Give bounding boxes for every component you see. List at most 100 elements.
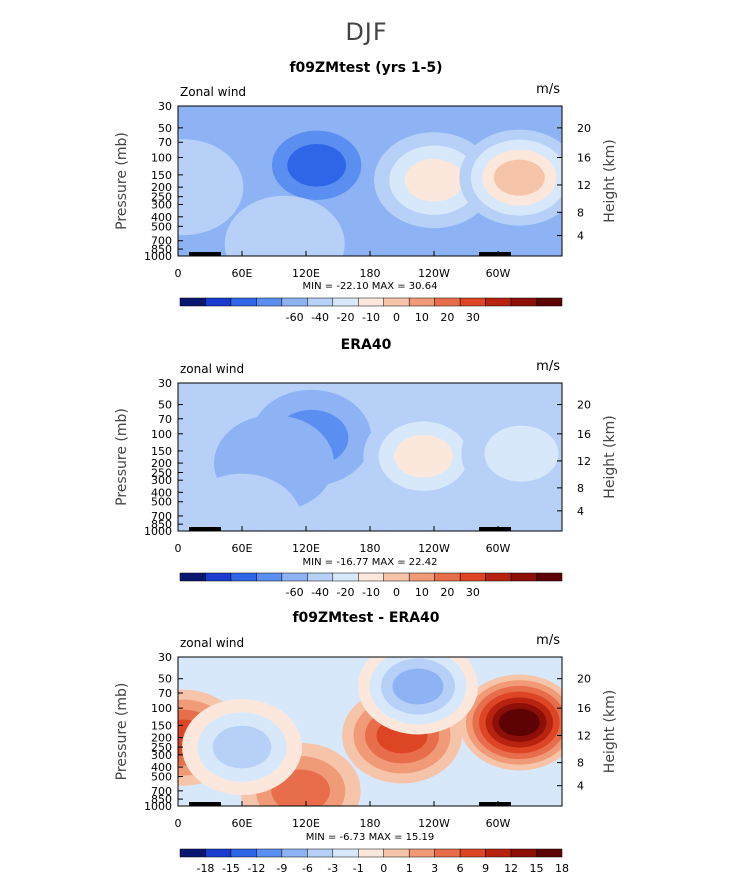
- x-tick-label: 180: [360, 542, 381, 555]
- y2-tick-label: 8: [577, 482, 584, 495]
- colorbar-label: 3: [431, 862, 438, 872]
- x-tick-label: 60W: [486, 267, 511, 280]
- colorbar-label: -3: [327, 862, 338, 872]
- y-tick-label: 150: [151, 169, 172, 182]
- x-tick-label: 0: [175, 817, 182, 830]
- y2-tick-label: 4: [577, 230, 584, 243]
- colorbar-label: -10: [362, 311, 380, 324]
- y-tick-label: 150: [151, 445, 172, 458]
- colorbar-label: -60: [286, 586, 304, 599]
- y-tick-label: 300: [151, 749, 172, 762]
- y-tick-label: 850: [151, 518, 172, 531]
- colorbar-box: [307, 572, 334, 582]
- y-tick-label: 500: [151, 496, 172, 509]
- contour-blob: [404, 158, 464, 202]
- x-tick-label: 60W: [486, 542, 511, 555]
- contour-blob: [224, 195, 345, 256]
- colorbar-box: [281, 297, 308, 307]
- colorbar-label: -18: [196, 862, 214, 872]
- terrain-mark: [189, 527, 221, 531]
- terrain-mark: [479, 527, 511, 531]
- y-tick-label: 700: [151, 510, 172, 523]
- contour-blob: [493, 159, 545, 196]
- y2-tick-label: 20: [577, 399, 591, 412]
- contour-blob: [182, 473, 302, 531]
- y-tick-label: 1000: [144, 525, 172, 538]
- colorbar-box: [510, 848, 537, 858]
- y2-tick-label: 20: [577, 122, 591, 135]
- colorbar-label: 12: [504, 862, 518, 872]
- colorbar-box: [307, 297, 334, 307]
- colorbar-label: 18: [555, 862, 569, 872]
- x-tick-label: 120E: [292, 817, 320, 830]
- variable-label: zonal wind: [180, 362, 244, 376]
- y-tick-label: 250: [151, 741, 172, 754]
- terrain-mark: [479, 252, 511, 256]
- y-tick-label: 500: [151, 220, 172, 233]
- colorbar-box: [434, 848, 461, 858]
- colorbar-label: 0: [380, 862, 387, 872]
- y-tick-label: 300: [151, 474, 172, 487]
- colorbar-box: [179, 297, 206, 307]
- x-tick-label: 60W: [486, 817, 511, 830]
- stats-label: MIN = -16.77 MAX = 22.42: [303, 557, 438, 568]
- y-tick-label: 700: [151, 235, 172, 248]
- y2-tick-label: 12: [577, 455, 591, 468]
- y2-tick-label: 12: [577, 729, 591, 742]
- y2-tick-label: 20: [577, 673, 591, 686]
- units-label: m/s: [536, 633, 560, 648]
- colorbar-label: 20: [440, 311, 454, 324]
- colorbar-box: [205, 572, 232, 582]
- colorbar-box: [205, 848, 232, 858]
- colorbar-label: -12: [247, 862, 265, 872]
- colorbar-box: [256, 572, 283, 582]
- colorbar-box: [459, 297, 486, 307]
- y-tick-label: 500: [151, 771, 172, 784]
- y-tick-label: 1000: [144, 250, 172, 263]
- y-tick-label: 150: [151, 719, 172, 732]
- y-tick-label: 250: [151, 466, 172, 479]
- y2-tick-label: 16: [577, 428, 591, 441]
- panel-title: f09ZMtest (yrs 1-5): [289, 60, 442, 76]
- colorbar-box: [230, 848, 257, 858]
- y-tick-label: 100: [151, 702, 172, 715]
- colorbar-label: 0: [393, 586, 400, 599]
- colorbar-box: [485, 297, 512, 307]
- x-tick-label: 180: [360, 267, 381, 280]
- colorbar: -60 -40 -20 -10 0 10 20 30: [179, 297, 563, 324]
- x-tick-label: 120E: [292, 542, 320, 555]
- units-label: m/s: [536, 82, 560, 97]
- colorbar-box: [459, 572, 486, 582]
- colorbar-box: [383, 848, 410, 858]
- colorbar-box: [536, 572, 563, 582]
- colorbar-box: [383, 297, 410, 307]
- colorbar-box: [408, 848, 435, 858]
- y-tick-label: 50: [158, 673, 172, 686]
- contour-field: [178, 657, 562, 806]
- stats-label: MIN = -6.73 MAX = 15.19: [306, 832, 435, 843]
- colorbar-box: [358, 848, 384, 858]
- colorbar-label: -1: [353, 862, 364, 872]
- y2-tick-label: 16: [577, 702, 591, 715]
- colorbar-label: -6: [302, 862, 313, 872]
- y2-tick-label: 16: [577, 152, 591, 165]
- colorbar-box: [256, 848, 283, 858]
- y-tick-label: 200: [151, 457, 172, 470]
- colorbar-box: [307, 848, 334, 858]
- colorbar: -18 -15 -12 -9 -6 -3 -1 0 1 3 6 9 12 15 18: [179, 848, 569, 872]
- stats-label: MIN = -22.10 MAX = 30.64: [303, 281, 438, 292]
- contour-field: [178, 106, 562, 256]
- colorbar-label: -15: [222, 862, 240, 872]
- colorbar-box: [434, 572, 461, 582]
- colorbar-label: 10: [415, 311, 429, 324]
- terrain-mark: [189, 802, 221, 806]
- colorbar-box: [485, 848, 512, 858]
- colorbar-box: [536, 848, 563, 858]
- y-tick-label: 250: [151, 191, 172, 204]
- y2-axis-title: Height (km): [602, 139, 618, 222]
- y2-tick-label: 12: [577, 179, 591, 192]
- colorbar-box: [510, 297, 537, 307]
- x-tick-label: 60E: [232, 267, 253, 280]
